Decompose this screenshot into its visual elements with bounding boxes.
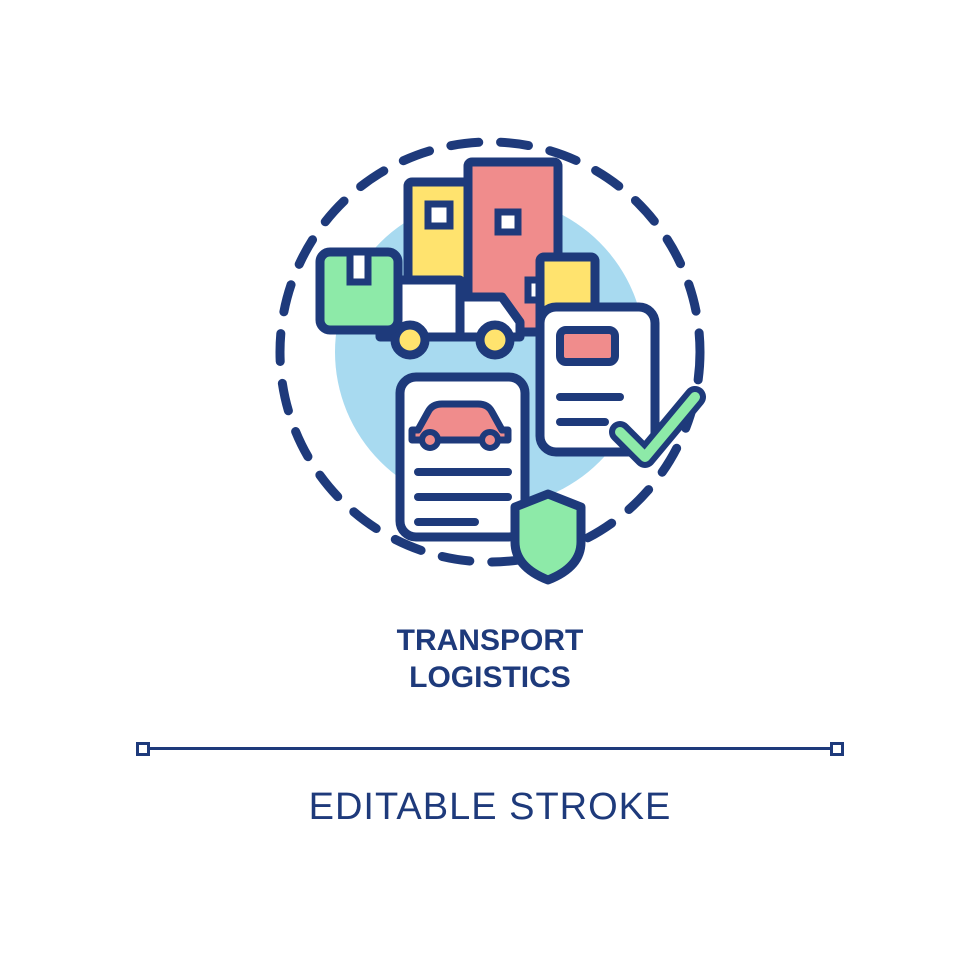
- document-check-icon: [540, 307, 695, 457]
- subtitle: EDITABLE STROKE: [309, 786, 672, 829]
- document-car-icon: [400, 377, 525, 537]
- divider-square-left: [136, 742, 150, 756]
- title-line-2: LOGISTICS: [397, 659, 584, 697]
- title: TRANSPORT LOGISTICS: [397, 622, 584, 697]
- shield-icon: [515, 494, 581, 580]
- divider-square-right: [830, 742, 844, 756]
- divider-line: [150, 747, 830, 750]
- package-icon: [320, 252, 398, 330]
- divider: [136, 742, 844, 756]
- title-line-1: TRANSPORT: [397, 622, 584, 660]
- logistics-illustration: [250, 112, 730, 592]
